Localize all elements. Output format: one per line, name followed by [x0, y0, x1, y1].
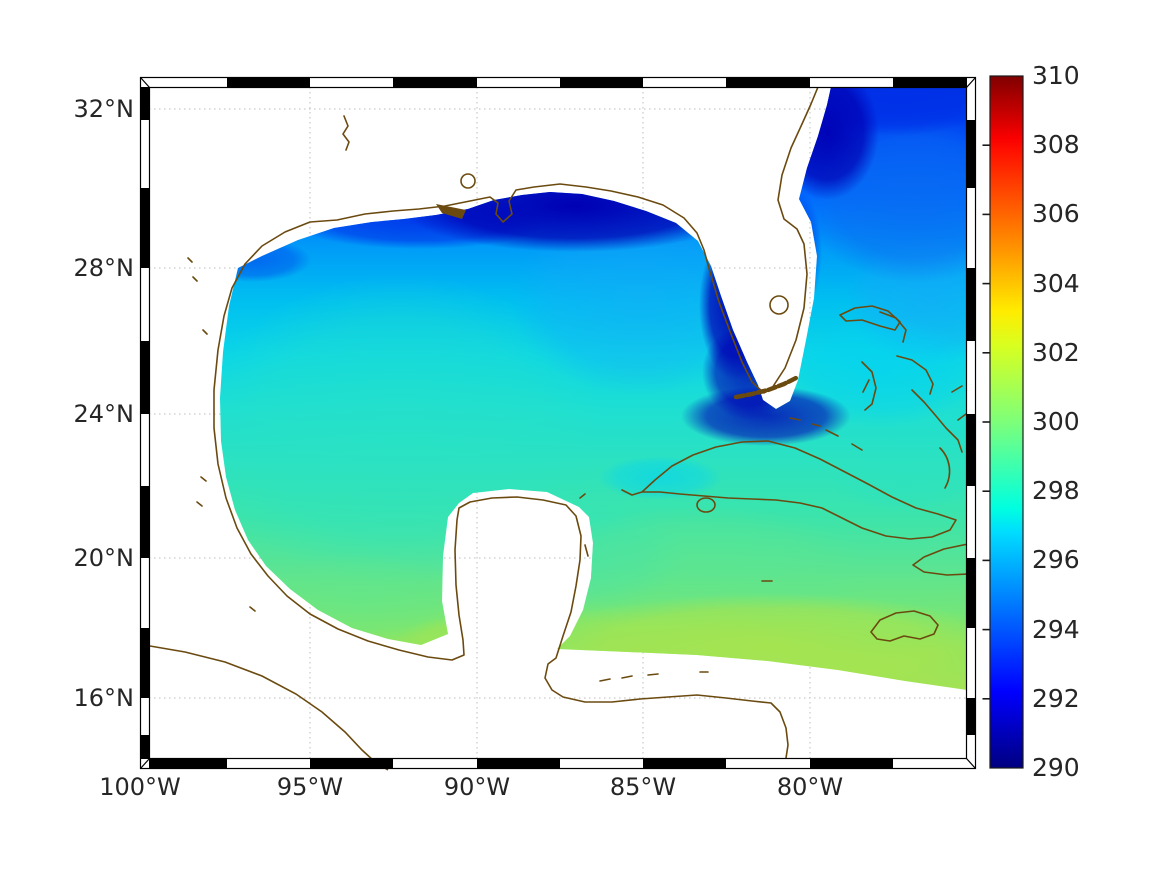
colorbar-tick-label: 300: [1032, 407, 1080, 436]
colorbar-tick-label: 296: [1032, 545, 1080, 575]
colorbar-gradient: [989, 75, 1024, 769]
colorbar-tick-label: 302: [1032, 337, 1080, 367]
colorbar-tick-label: 290: [1032, 753, 1080, 782]
colorbar-tick-label: 310: [1032, 61, 1080, 90]
small-islands-and-rivers: [187, 115, 773, 682]
lat-tick-label: 24°N: [73, 400, 135, 428]
lon-tick-label: 80°W: [776, 773, 844, 801]
lon-tick-label: 100°W: [99, 773, 181, 801]
colorbar-tick-label: 308: [1032, 130, 1080, 160]
coastline-cuba: [621, 440, 957, 540]
coastline-hispaniola: [912, 543, 967, 576]
colorbar-tick-label: 294: [1032, 614, 1080, 644]
map-frame: [139, 76, 977, 770]
coastline-jamaica: [870, 610, 939, 642]
mississippi-delta: [436, 204, 466, 219]
coastline-bahamas: [789, 305, 967, 489]
lon-tick-label: 95°W: [276, 773, 344, 801]
colorbar: [982, 75, 1024, 769]
lake-pontchartrain: [460, 173, 476, 189]
lon-tick-label: 85°W: [609, 773, 677, 801]
lat-tick-label: 16°N: [73, 684, 135, 712]
colorbar-tick-marks: [982, 144, 990, 700]
colorbar-tick-label: 292: [1032, 683, 1080, 713]
lon-tick-label: 90°W: [443, 773, 511, 801]
lat-tick-label: 32°N: [73, 95, 135, 123]
coastline-isla-juventud: [696, 497, 716, 513]
florida-keys: [733, 374, 801, 400]
colorbar-tick-label: 306: [1032, 199, 1080, 229]
colorbar-tick-label: 298: [1032, 476, 1080, 506]
lake-okeechobee: [769, 295, 789, 315]
lat-tick-label: 20°N: [73, 544, 135, 572]
colorbar-tick-label: 304: [1032, 268, 1080, 298]
coastline-mainland: [213, 87, 819, 759]
lat-tick-label: 28°N: [73, 254, 135, 282]
coastline-pacific-mexico: [149, 645, 389, 771]
